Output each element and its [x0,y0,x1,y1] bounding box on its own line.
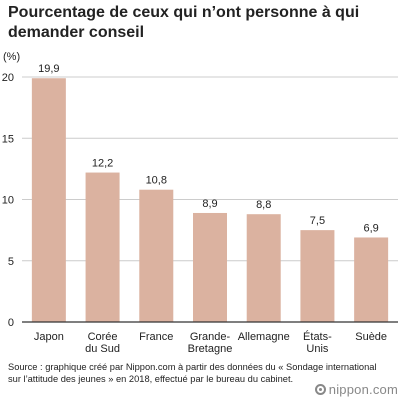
y-tick-label: 0 [8,317,14,329]
bar [31,78,66,322]
y-tick-label: 10 [2,195,14,207]
bar [85,172,120,322]
bar [246,214,281,322]
y-unit-label: (%) [3,51,20,63]
bar-value-label: 10,8 [146,175,167,187]
bar [300,230,335,322]
bar [354,237,389,322]
y-tick-label: 15 [2,133,14,145]
brand-logo: nippon.com [314,382,398,397]
x-category-label: Japon [34,331,64,343]
x-category-label: États-Unis [303,330,332,355]
x-category-label: Corée du Sud [85,331,120,355]
x-category-label: France [139,331,173,343]
y-tick-label: 20 [2,72,14,84]
x-category-label: Allemagne [238,331,290,343]
bar-value-label: 7,5 [310,215,325,227]
chart-title: Pourcentage de ceux qui n’ont personne à… [8,4,360,41]
x-category-label: Suède [355,331,387,343]
y-tick-label: 5 [8,256,14,268]
bar-value-label: 12,2 [92,158,113,170]
bar-chart: (%) 0 5 10 15 20 19,9 Japon 12,2 Corée du Sud 10,8 F… [2,51,398,355]
bar-value-label: 19,9 [38,63,59,75]
bar [139,189,174,322]
bar-value-label: 8,8 [256,199,271,211]
bar-value-label: 6,9 [363,222,378,234]
bar [193,212,227,322]
bar-value-label: 8,9 [202,198,217,210]
brand-text: nippon.com [328,382,398,397]
x-category-label: Grande-Bretagne [188,331,233,355]
source-note: Source : graphique créé par Nippon.com à… [8,362,377,384]
nippon-logo-icon [314,384,326,395]
